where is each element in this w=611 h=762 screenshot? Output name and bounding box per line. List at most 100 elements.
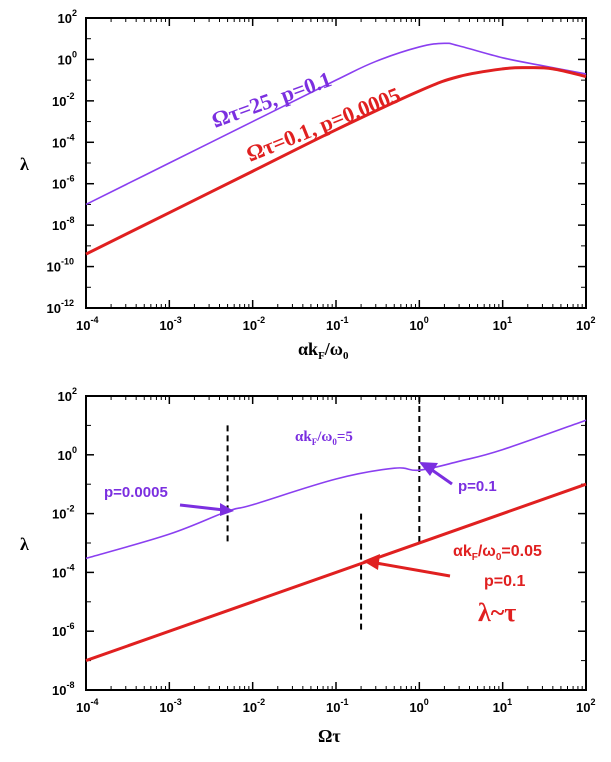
top-x-tick-label: 10-2 bbox=[243, 315, 265, 333]
tick-exp: -6 bbox=[66, 621, 74, 631]
bottom-annotation-purple-main: αkF/ω0=5 bbox=[295, 429, 353, 447]
tick-exp: -3 bbox=[174, 315, 182, 325]
bottom-y-tick-label: 102 bbox=[58, 386, 77, 404]
bottom-x-tick-label: 10-2 bbox=[243, 697, 265, 715]
tick-exp: -4 bbox=[90, 697, 98, 707]
top-x-tick-label: 10-4 bbox=[76, 315, 98, 333]
tick-base: 10 bbox=[52, 624, 66, 639]
tick-base: 10 bbox=[76, 318, 90, 333]
bot-red-sub-f: F bbox=[472, 552, 478, 563]
tick-exp: 1 bbox=[507, 697, 512, 707]
top-y-tick-label: 102 bbox=[58, 8, 77, 26]
tick-exp: -3 bbox=[174, 697, 182, 707]
tick-exp: 2 bbox=[72, 386, 77, 396]
top-x-tick-label: 10-3 bbox=[159, 315, 181, 333]
arrow-p0005-head bbox=[220, 503, 234, 516]
bot-purple-alpha-k: αk bbox=[295, 429, 312, 445]
top-y-tick-label: 10-8 bbox=[52, 215, 74, 233]
tick-exp: -12 bbox=[61, 298, 74, 308]
bot-purple-sub-0: 0 bbox=[332, 437, 337, 447]
bot-purple-eq: =5 bbox=[337, 429, 353, 445]
tick-base: 10 bbox=[409, 318, 423, 333]
bottom-annotation-red-lambda: λ~τ bbox=[478, 598, 516, 627]
bottom-x-tick-label: 10-1 bbox=[326, 697, 348, 715]
tick-base: 10 bbox=[493, 318, 507, 333]
bottom-x-tick-label: 101 bbox=[493, 697, 512, 715]
top-chart: 10-4 10-3 10-2 10-1 100 101 10210-1210-1010-81… bbox=[20, 8, 595, 362]
top-series bbox=[85, 42, 587, 256]
top-x-tick-label: 10-1 bbox=[326, 315, 348, 333]
tick-base: 10 bbox=[52, 218, 66, 233]
top-x-tick-label: 101 bbox=[493, 315, 512, 333]
bottom-x-tick-label: 100 bbox=[409, 697, 428, 715]
bottom-series-line-0 bbox=[85, 419, 587, 560]
top-xlabel-sub-f: F bbox=[318, 350, 325, 362]
top-xlabel-omega: /ω bbox=[324, 339, 343, 359]
bottom-annotation-p0005: p=0.0005 bbox=[104, 484, 168, 501]
top-y-tick-label: 10-10 bbox=[47, 257, 74, 275]
tick-exp: -4 bbox=[90, 315, 98, 325]
bottom-y-tick-label: 10-8 bbox=[52, 680, 74, 698]
bottom-y-tick-label: 10-4 bbox=[52, 562, 74, 580]
bottom-y-tick-label: 10-2 bbox=[52, 504, 74, 522]
bottom-chart: 10-4 10-3 10-2 10-1 100 101 10210-810-610-410-… bbox=[20, 386, 595, 746]
tick-exp: 0 bbox=[424, 315, 429, 325]
tick-exp: -8 bbox=[66, 215, 74, 225]
tick-exp: 2 bbox=[72, 8, 77, 18]
tick-exp: 1 bbox=[507, 315, 512, 325]
top-y-tick-label: 10-6 bbox=[52, 174, 74, 192]
top-y-tick-label: 10-2 bbox=[52, 91, 74, 109]
tick-base: 10 bbox=[52, 135, 66, 150]
bottom-arrows bbox=[179, 462, 453, 578]
tick-exp: -4 bbox=[66, 562, 74, 572]
top-series-line-0 bbox=[85, 42, 587, 206]
tick-base: 10 bbox=[409, 700, 423, 715]
bot-red-sub-0: 0 bbox=[496, 552, 502, 563]
tick-base: 10 bbox=[52, 565, 66, 580]
tick-exp: -4 bbox=[66, 132, 74, 142]
tick-base: 10 bbox=[52, 94, 66, 109]
bottom-series bbox=[85, 419, 587, 663]
tick-exp: 2 bbox=[590, 315, 595, 325]
top-y-axis-label: λ bbox=[20, 154, 29, 174]
arrow-p01-purple-head bbox=[419, 462, 438, 476]
tick-exp: -10 bbox=[61, 257, 74, 267]
tick-exp: -2 bbox=[66, 504, 74, 514]
bot-red-eq: =0.05 bbox=[501, 543, 542, 560]
bottom-y-tick-label: 10-6 bbox=[52, 621, 74, 639]
tick-exp: 0 bbox=[424, 697, 429, 707]
top-plot-frame bbox=[85, 17, 587, 309]
bottom-x-tick-label: 102 bbox=[576, 697, 595, 715]
tick-base: 10 bbox=[243, 700, 257, 715]
bottom-x-tick-label: 10-3 bbox=[159, 697, 181, 715]
bottom-annotation-red-p: p=0.1 bbox=[484, 573, 525, 590]
top-y-tick-label: 10-12 bbox=[47, 298, 74, 316]
tick-base: 10 bbox=[576, 318, 590, 333]
bot-purple-sub-f: F bbox=[312, 437, 318, 447]
tick-base: 10 bbox=[493, 700, 507, 715]
bot-red-alpha-k: αk bbox=[453, 543, 472, 560]
top-series-line-1 bbox=[85, 66, 587, 256]
tick-base: 10 bbox=[76, 700, 90, 715]
tick-base: 10 bbox=[576, 700, 590, 715]
tick-base: 10 bbox=[47, 260, 61, 275]
tick-exp: -1 bbox=[340, 697, 348, 707]
top-x-axis-label: αkF/ω0 bbox=[298, 339, 349, 362]
tick-exp: 0 bbox=[72, 445, 77, 455]
tick-exp: -2 bbox=[66, 91, 74, 101]
tick-base: 10 bbox=[52, 177, 66, 192]
tick-base: 10 bbox=[52, 507, 66, 522]
top-ticks: 10-4 10-3 10-2 10-1 100 101 10210-1210-1010-81… bbox=[47, 8, 596, 333]
top-y-tick-label: 100 bbox=[58, 49, 77, 67]
bottom-x-axis-label: Ωτ bbox=[318, 726, 341, 746]
top-xlabel-sub-0: 0 bbox=[343, 350, 349, 362]
bottom-y-tick-label: 100 bbox=[58, 445, 77, 463]
top-x-tick-label: 102 bbox=[576, 315, 595, 333]
tick-exp: -6 bbox=[66, 174, 74, 184]
tick-exp: 2 bbox=[590, 697, 595, 707]
top-y-tick-label: 10-4 bbox=[52, 132, 74, 150]
tick-base: 10 bbox=[58, 389, 72, 404]
top-xlabel-alpha-k: αk bbox=[298, 339, 318, 359]
tick-base: 10 bbox=[159, 318, 173, 333]
